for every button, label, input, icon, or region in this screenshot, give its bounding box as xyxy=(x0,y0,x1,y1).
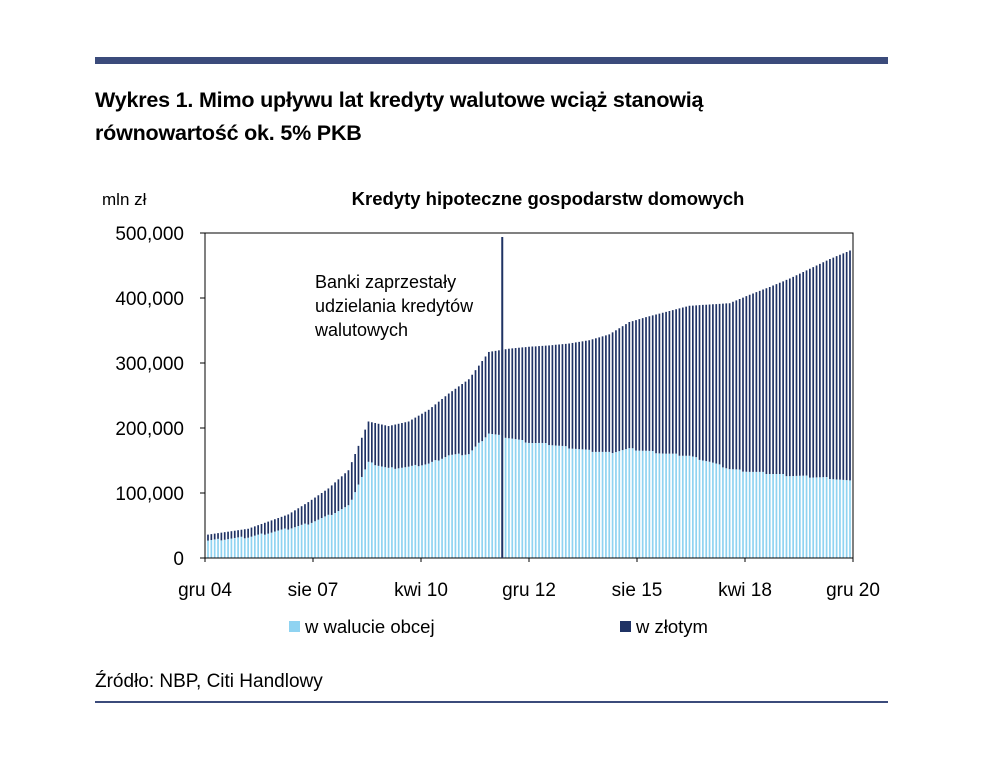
legend-swatch-fx xyxy=(289,621,300,632)
x-tick-label: kwi 10 xyxy=(394,580,448,601)
legend-swatch-pln xyxy=(620,621,631,632)
x-tick-label: gru 12 xyxy=(502,580,556,601)
heading-line-2: równowartość ok. 5% PKB xyxy=(95,121,362,145)
y-tick-label: 100,000 xyxy=(115,484,184,505)
y-tick-label: 500,000 xyxy=(115,224,184,245)
x-tick-label: gru 04 xyxy=(178,580,232,601)
top-rule xyxy=(95,57,888,64)
annotation-text: Banki zaprzestały udzielania kredytów wa… xyxy=(314,272,478,340)
heading-line-1: Wykres 1. Mimo upływu lat kredyty waluto… xyxy=(95,88,704,112)
annotation-line-2: udzielania kredytów xyxy=(315,296,474,316)
chart: Kredyty hipoteczne gospodarstw domowych … xyxy=(102,188,880,637)
x-tick-label: sie 07 xyxy=(288,580,339,601)
legend-label-pln: w złotym xyxy=(635,616,708,637)
annotation-line-3: walutowych xyxy=(314,320,408,340)
legend-label-fx: w walucie obcej xyxy=(304,616,435,637)
y-tick-label: 400,000 xyxy=(115,289,184,310)
y-tick-label: 300,000 xyxy=(115,354,184,375)
bottom-rule xyxy=(95,701,888,703)
x-tick-label: gru 20 xyxy=(826,580,880,601)
chart-title: Kredyty hipoteczne gospodarstw domowych xyxy=(352,188,745,209)
figure-heading: Wykres 1. Mimo upływu lat kredyty waluto… xyxy=(95,84,895,150)
x-tick-label: kwi 18 xyxy=(718,580,772,601)
x-axis: gru 04 sie 07 kwi 10 gru 12 sie 15 kwi 18 gru … xyxy=(178,558,880,601)
y-tick-label: 200,000 xyxy=(115,419,184,440)
y-tick-label: 0 xyxy=(173,549,184,570)
legend: w walucie obcej w złotym xyxy=(289,616,708,637)
y-axis: 0 100,000 200,000 300,000 400,000 500,000 xyxy=(115,224,205,570)
x-tick-label: sie 15 xyxy=(612,580,663,601)
source-note: Źródło: NBP, Citi Handlowy xyxy=(95,671,323,692)
annotation-line-1: Banki zaprzestały xyxy=(315,272,456,292)
bars xyxy=(207,250,851,558)
y-axis-unit: mln zł xyxy=(102,190,147,209)
